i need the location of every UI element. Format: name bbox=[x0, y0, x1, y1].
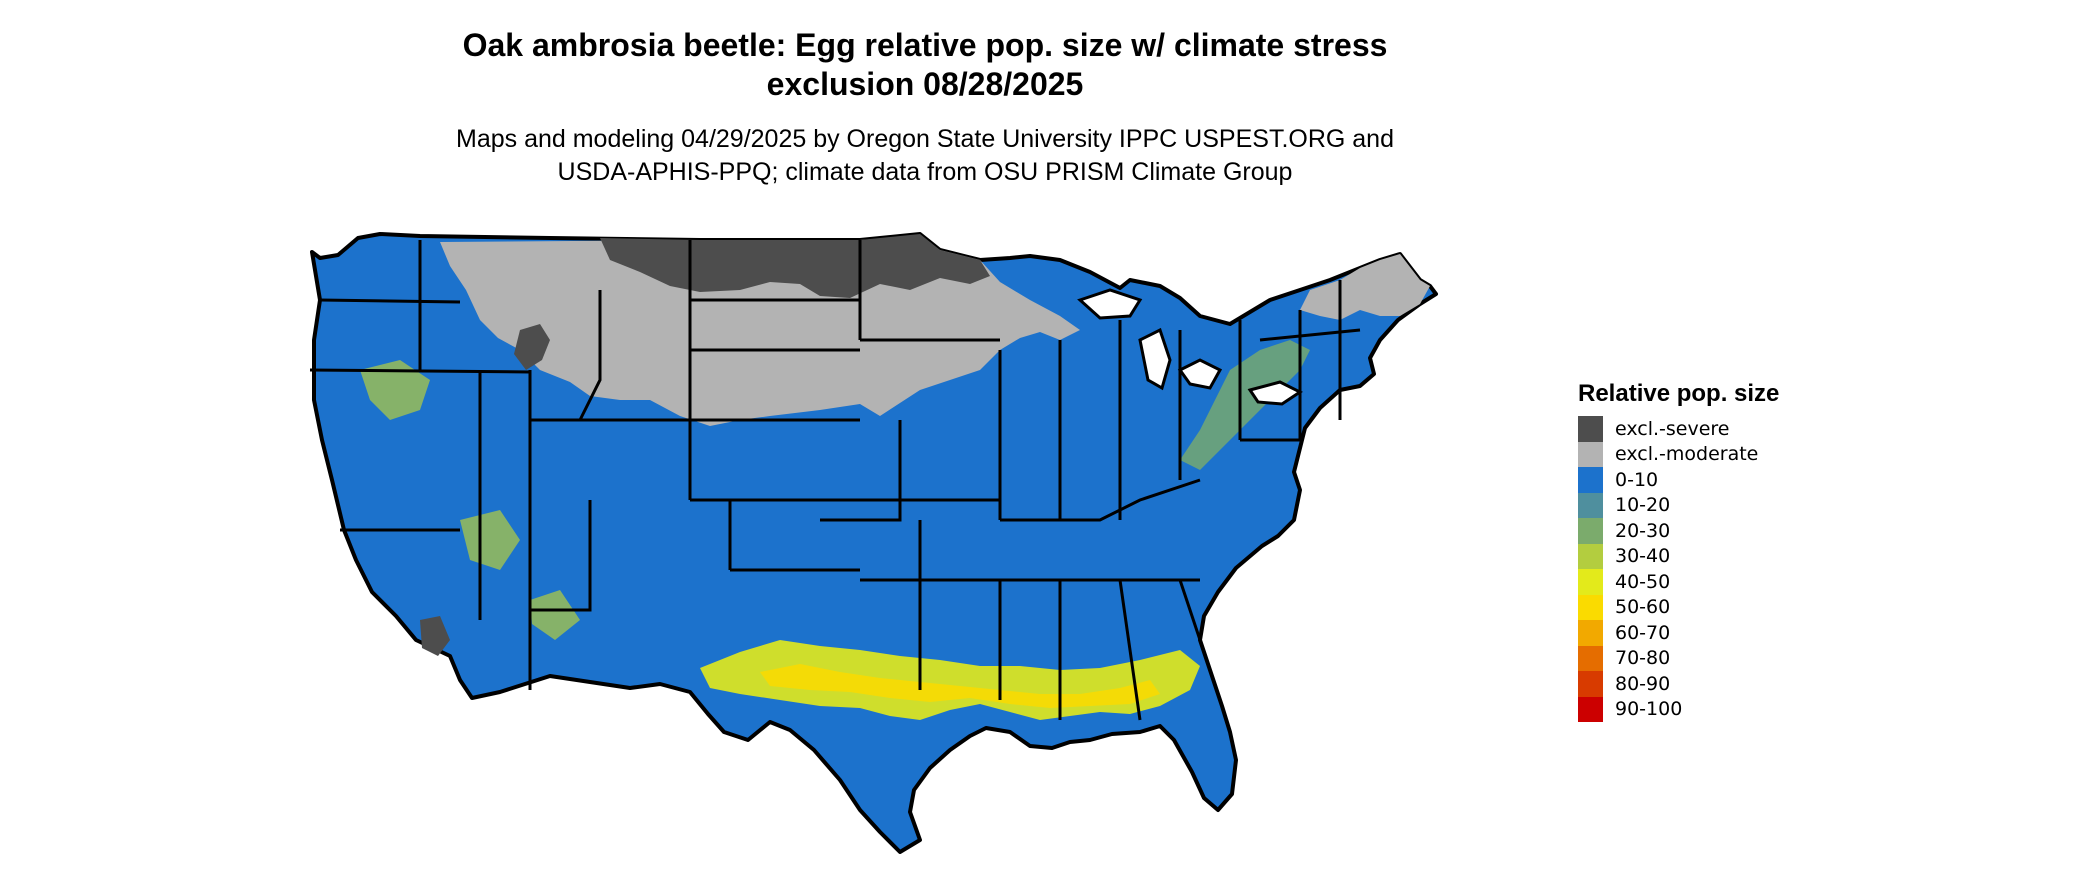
legend-item-20-30: 20-30 bbox=[1578, 518, 1878, 544]
legend-swatch bbox=[1578, 492, 1603, 518]
legend: Relative pop. size excl.-severe excl.-mo… bbox=[1578, 380, 1878, 722]
legend-label: excl.-moderate bbox=[1615, 443, 1759, 466]
legend-swatch bbox=[1578, 518, 1603, 544]
legend-swatch bbox=[1578, 645, 1603, 671]
excl-moderate-northeast bbox=[1300, 254, 1430, 320]
legend-item-30-40: 30-40 bbox=[1578, 543, 1878, 569]
legend-title: Relative pop. size bbox=[1578, 380, 1780, 407]
legend-label: 30-40 bbox=[1615, 545, 1671, 568]
map-subtitle: Maps and modeling 04/29/2025 by Oregon S… bbox=[0, 123, 1850, 189]
legend-swatch bbox=[1578, 671, 1603, 697]
suitability-west-patches bbox=[360, 360, 580, 640]
legend-item-90-100: 90-100 bbox=[1578, 696, 1878, 722]
legend-swatch bbox=[1578, 696, 1603, 722]
us-population-map bbox=[309, 232, 1438, 854]
legend-swatch bbox=[1578, 441, 1603, 467]
legend-item-excl-moderate: excl.-moderate bbox=[1578, 441, 1878, 467]
excl-severe-wyoming bbox=[514, 324, 550, 370]
legend-label: 90-100 bbox=[1615, 698, 1683, 721]
legend-item-50-60: 50-60 bbox=[1578, 594, 1878, 620]
legend-item-60-70: 60-70 bbox=[1578, 620, 1878, 646]
legend-label: 40-50 bbox=[1615, 570, 1671, 593]
map-title-line-2: exclusion 08/28/2025 bbox=[766, 66, 1084, 102]
legend-label: 50-60 bbox=[1615, 596, 1671, 619]
legend-swatch bbox=[1578, 569, 1603, 595]
suitability-appalachian bbox=[1180, 340, 1310, 470]
legend-label: 80-90 bbox=[1615, 672, 1671, 695]
map-title-line-1: Oak ambrosia beetle: Egg relative pop. s… bbox=[462, 27, 1388, 63]
excl-severe-southwest bbox=[420, 616, 450, 656]
legend-label: 20-30 bbox=[1615, 519, 1671, 542]
map-title: Oak ambrosia beetle: Egg relative pop. s… bbox=[0, 26, 1850, 104]
legend-label: 60-70 bbox=[1615, 621, 1671, 644]
legend-swatch bbox=[1578, 594, 1603, 620]
legend-item-70-80: 70-80 bbox=[1578, 645, 1878, 671]
state-borders bbox=[309, 240, 1361, 721]
excl-severe-north bbox=[600, 234, 990, 298]
map-subtitle-line-1: Maps and modeling 04/29/2025 by Oregon S… bbox=[456, 125, 1394, 153]
map-subtitle-line-2: USDA-APHIS-PPQ; climate data from OSU PR… bbox=[557, 158, 1293, 186]
legend-item-10-20: 10-20 bbox=[1578, 492, 1878, 518]
legend-swatch bbox=[1578, 416, 1603, 442]
legend-items: excl.-severe excl.-moderate 0-10 10-20 2… bbox=[1578, 416, 1878, 722]
legend-label: 0-10 bbox=[1615, 468, 1659, 491]
legend-label: excl.-severe bbox=[1615, 417, 1730, 440]
legend-swatch bbox=[1578, 543, 1603, 569]
legend-item-80-90: 80-90 bbox=[1578, 671, 1878, 697]
legend-item-0-10: 0-10 bbox=[1578, 467, 1878, 493]
legend-label: 10-20 bbox=[1615, 494, 1671, 517]
legend-item-excl-severe: excl.-severe bbox=[1578, 416, 1878, 442]
great-lakes bbox=[1077, 288, 1303, 406]
legend-item-40-50: 40-50 bbox=[1578, 569, 1878, 595]
legend-label: 70-80 bbox=[1615, 647, 1671, 670]
legend-swatch bbox=[1578, 467, 1603, 493]
legend-swatch bbox=[1578, 620, 1603, 646]
